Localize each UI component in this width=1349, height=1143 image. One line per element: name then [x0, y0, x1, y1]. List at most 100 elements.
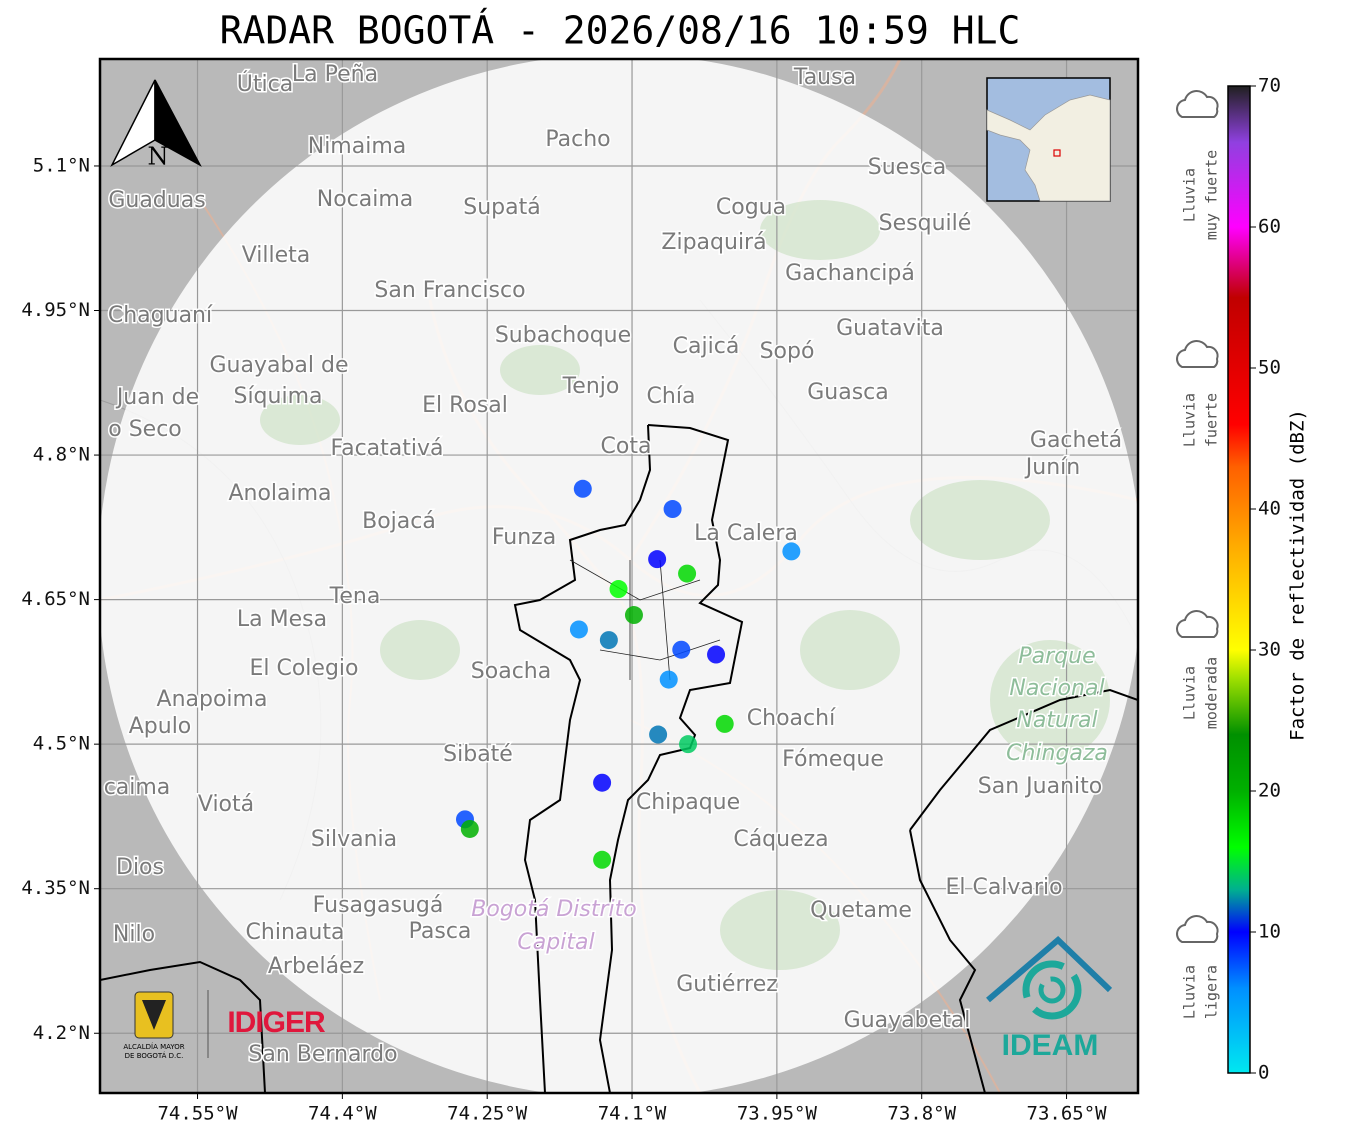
place-label: Chinauta — [246, 920, 345, 945]
radar-echo — [663, 500, 682, 519]
radar-range — [100, 59, 1138, 1093]
y-tick-label: 4.2°N — [33, 1022, 90, 1044]
radar-echo — [569, 620, 588, 639]
colorbar-tick-label: 10 — [1258, 921, 1281, 943]
place-label: La Calera — [694, 521, 798, 546]
place-label: Cáqueza — [733, 827, 828, 852]
y-tick-label: 5.1°N — [33, 154, 90, 176]
radar-echo — [460, 819, 479, 838]
radar-echo — [715, 714, 734, 733]
place-label: Cota — [601, 434, 652, 459]
department-boundary — [100, 960, 266, 1093]
weather-icon — [1176, 90, 1219, 118]
x-tick-label: 73.95°W — [737, 1103, 818, 1125]
place-label: Tausa — [793, 65, 856, 90]
grid — [100, 59, 1138, 1093]
map-frame — [98, 57, 1140, 1095]
place-label: caima — [104, 775, 171, 800]
place-label: Gutiérrez — [676, 972, 778, 997]
place-label: Bojacá — [362, 509, 436, 534]
place-label: La Mesa — [237, 607, 327, 632]
place-label: o Seco — [108, 417, 182, 442]
ideam-logo: IDEAM — [986, 935, 1113, 1062]
localities — [569, 559, 721, 681]
place-label: Útica — [237, 71, 293, 97]
radar-echo — [624, 606, 643, 625]
radar-echoes — [455, 479, 801, 869]
place-label: Fusagasugá — [313, 893, 444, 918]
y-tick-label: 4.8°N — [33, 444, 90, 466]
colorbar-tick-label: 30 — [1258, 639, 1281, 661]
place-label: Nimaima — [308, 134, 407, 159]
place-label: El Rosal — [422, 393, 508, 418]
place-label: Parque — [1018, 644, 1095, 669]
place-label: Facatativá — [330, 436, 443, 461]
radar-echo — [707, 645, 726, 664]
place-label: Tena — [329, 584, 381, 609]
intensity-label: muy fuerte — [1203, 150, 1221, 240]
place-label: San Juanito — [978, 774, 1102, 799]
colorbar-tick-label: 0 — [1258, 1062, 1269, 1084]
x-tick-label: 73.65°W — [1027, 1103, 1108, 1125]
alcaldia-text: DE BOGOTÁ D.C. — [125, 1051, 184, 1060]
intensity-label: ligera — [1203, 965, 1221, 1019]
intensity-label: Lluvia — [1181, 393, 1199, 447]
x-tick-label: 73.8°W — [887, 1103, 956, 1125]
colorbar-tick-label: 70 — [1258, 75, 1281, 97]
x-tick-label: 74.55°W — [157, 1103, 238, 1125]
intensity-label: Lluvia — [1181, 666, 1199, 720]
place-label: Cogua — [716, 195, 786, 220]
place-label: Cajicá — [673, 334, 740, 359]
place-label: Bogotá Distrito — [471, 897, 636, 922]
weather-icon — [1176, 915, 1219, 943]
place-label: Supatá — [463, 195, 540, 220]
radar-echo — [659, 670, 678, 689]
radar-echo — [599, 631, 618, 650]
radar-echo — [648, 550, 667, 569]
place-label: La Peña — [292, 62, 378, 87]
place-label: Anapoima — [157, 687, 268, 712]
colorbar-label: Factor de reflectividad (dBZ) — [1287, 409, 1309, 741]
vegetation — [260, 200, 1110, 970]
place-label: Fómeque — [782, 747, 884, 772]
place-label: Sibaté — [443, 742, 513, 767]
radar-echo — [593, 850, 612, 869]
place-label: Natural — [1016, 708, 1097, 733]
place-label: Guasca — [807, 380, 889, 405]
place-label: Guayabetal — [844, 1008, 971, 1033]
radar-echo — [672, 640, 691, 659]
place-label: Soacha — [471, 659, 551, 684]
place-label: Funza — [492, 525, 556, 550]
place-label: Pasca — [409, 919, 472, 944]
colorbar-tick-label: 50 — [1258, 357, 1281, 379]
place-label: Dios — [116, 855, 164, 880]
y-tick-label: 4.35°N — [21, 877, 90, 899]
colorbar-tick-label: 20 — [1258, 780, 1281, 802]
inset-map — [986, 77, 1111, 202]
radar-echo — [649, 725, 668, 744]
place-label: Anolaima — [228, 481, 331, 506]
place-label: Pacho — [545, 127, 610, 152]
north-arrow: N — [110, 79, 202, 171]
intensity-label: moderada — [1203, 657, 1221, 729]
place-label: San Bernardo — [248, 1042, 397, 1067]
place-label: Síquima — [233, 384, 322, 409]
radar-echo — [782, 542, 801, 561]
ideam-text: IDEAM — [1002, 1029, 1099, 1062]
place-label: Juan de — [115, 385, 199, 410]
radar-echo — [573, 479, 592, 498]
x-tick-label: 74.4°W — [308, 1103, 377, 1125]
weather-icon — [1176, 610, 1219, 638]
radar-echo — [609, 580, 628, 599]
bogota-boundary — [513, 424, 744, 1093]
place-label: Chía — [647, 384, 696, 409]
place-label: Quetame — [810, 898, 912, 923]
intensity-label: fuerte — [1203, 393, 1221, 447]
place-label: Nacional — [1009, 676, 1104, 701]
radar-echo — [679, 735, 698, 754]
y-tick-label: 4.65°N — [21, 588, 90, 610]
